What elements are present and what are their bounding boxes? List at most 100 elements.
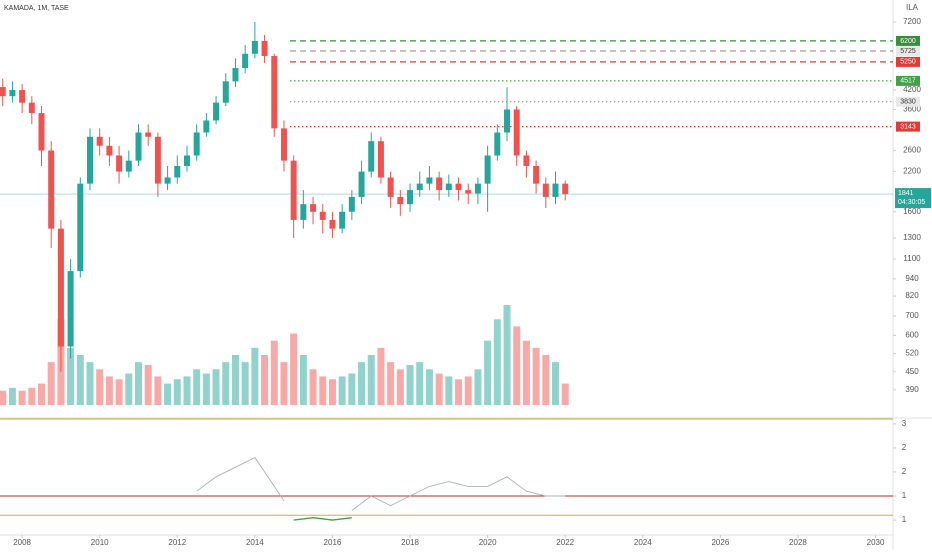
volume-bar [290,333,298,405]
candle-body [135,132,142,161]
candle-body [280,128,287,161]
y-tick-label: 2 [902,467,907,476]
level-label-box [896,45,920,56]
volume-bar [358,362,366,405]
volume-bar [134,362,142,405]
y-tick-label: 1300 [903,233,921,242]
y-tick-label: 700 [905,311,919,320]
volume-bar [8,387,16,405]
volume-bar [542,355,550,405]
y-tick-label: 520 [905,349,919,358]
volume-bar [474,369,482,405]
level-label-box [896,121,920,132]
volume-bar [144,365,152,405]
volume-bar [513,326,521,405]
candle-body [358,171,365,197]
volume-bar [484,340,492,405]
candle-body [319,211,326,220]
volume-bar [212,369,220,405]
level-label-box [896,56,920,67]
indicator-line [196,456,566,511]
volume-bar [164,383,172,405]
volume-bar [319,376,327,405]
y-tick-label: 2 [902,443,907,452]
volume-bar [406,365,414,405]
x-tick-label: 2012 [168,538,186,547]
last-price-box [895,188,931,209]
candle-body [0,87,6,97]
candle-body [416,183,423,191]
y-tick-label: 2600 [903,146,921,155]
volume-bar [280,362,288,405]
volume-bar [86,362,94,405]
volume-bar [125,373,133,405]
candle-body [474,183,481,194]
volume-bar [261,355,269,405]
candle-body [164,177,171,184]
candle-body [106,145,113,156]
candle-body [368,141,375,172]
candle-body [504,109,511,133]
x-tick-label: 2014 [246,538,264,547]
x-tick-label: 2010 [91,538,109,547]
candle-body [329,219,336,229]
y-tick-label: 3600 [903,105,921,114]
volume-bar [202,373,210,405]
candle-body [48,150,55,229]
volume-bar [435,373,443,405]
volume-bar [328,379,336,405]
volume-bar [387,362,395,405]
level-label-box [896,35,920,46]
candle-body [222,81,229,103]
candle-body [348,196,355,212]
candle-body [542,183,549,197]
candle-body [300,204,307,220]
x-tick-label: 2022 [556,538,574,547]
candle-body [96,136,103,146]
candle-body [125,160,132,172]
last-price-label: 1841 [898,190,914,197]
candle-body [465,190,472,194]
volume-bar [115,379,123,405]
volume-bar [367,355,375,405]
volume-bar [67,347,75,405]
volume-bar [493,319,501,405]
volume-bar [552,362,560,405]
volume-bar [445,376,453,405]
candle-body [232,68,239,82]
volume-bar [38,383,46,405]
volume-bar [396,369,404,405]
candle-body [261,40,268,57]
volume-bar [231,355,239,405]
indicator-line [293,516,352,521]
candle-body [67,271,74,347]
currency-label: ILA [906,3,919,12]
candle-body [38,113,45,151]
candle-body [310,204,317,212]
volume-bar [561,383,569,405]
candle-body [397,196,404,205]
candle-body [9,90,16,97]
candle-body [193,132,200,156]
level-label: 6200 [900,38,916,45]
volume-bar [425,369,433,405]
candle-body [339,211,346,229]
candle-body [494,132,501,156]
candle-body [445,183,452,191]
candle-body [86,136,93,184]
volume-bar [416,362,424,405]
x-tick-label: 2028 [789,538,807,547]
volume-bar [183,376,191,405]
x-tick-label: 2020 [479,538,497,547]
volume-bar [47,362,55,405]
volume-bar [532,347,540,405]
y-tick-label: 390 [905,385,919,394]
volume-bar [18,390,26,405]
y-tick-label: 1100 [903,254,921,263]
candle-body [183,155,190,167]
volume-bar [76,355,84,405]
candle-body [213,102,220,121]
y-tick-label: 7200 [903,17,921,26]
candle-body [19,90,26,103]
